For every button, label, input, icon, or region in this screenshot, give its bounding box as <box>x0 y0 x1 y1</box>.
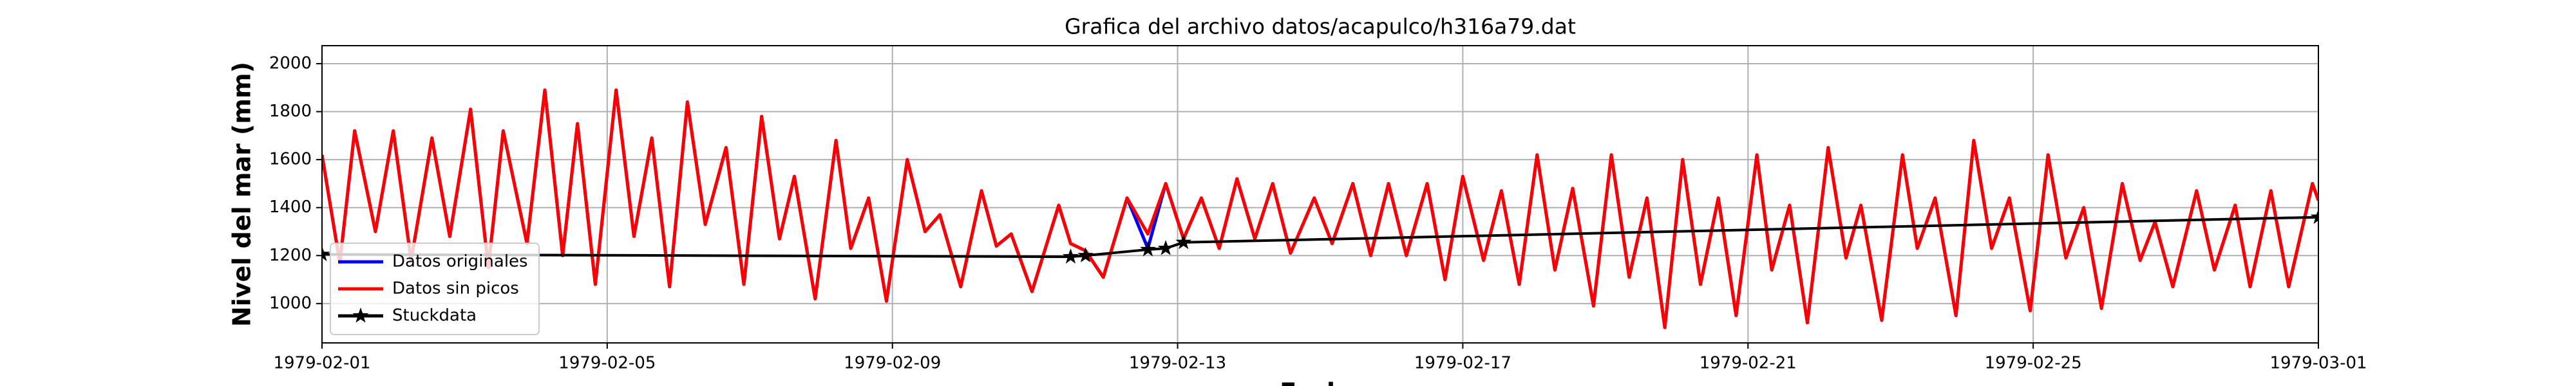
x-tick-label: 1979-02-05 <box>558 354 656 373</box>
x-tick-label: 1979-02-09 <box>844 354 941 373</box>
x-tick-label: 1979-02-13 <box>1129 354 1226 373</box>
x-tick-label: 1979-02-21 <box>1700 354 1797 373</box>
series-marker <box>322 246 330 261</box>
legend-frame <box>330 243 540 335</box>
y-axis-label: Nivel del mar (mm) <box>228 62 256 327</box>
legend-marker <box>352 308 369 323</box>
legend-label: Datos sin picos <box>392 279 519 299</box>
plot-frame <box>321 45 2319 344</box>
series-marker <box>1063 248 1079 264</box>
y-tick-label: 1600 <box>269 150 312 169</box>
x-tick-label: 1979-03-01 <box>2269 354 2367 373</box>
series-marker <box>1157 240 1174 255</box>
chart-title: Grafica del archivo datos/acapulco/h316a… <box>1065 14 1576 39</box>
y-tick-label: 2000 <box>269 53 312 73</box>
series-marker <box>1077 247 1094 262</box>
legend: Datos originales Datos sin picos Stuckdata <box>330 243 540 335</box>
x-tick-label: 1979-02-25 <box>1985 354 2082 373</box>
series-marker <box>2310 208 2318 225</box>
series-marker <box>1175 234 1192 250</box>
y-tick-label: 1000 <box>269 293 312 313</box>
x-tick-label: 1979-02-17 <box>1414 354 1511 373</box>
series-marker <box>1140 241 1156 257</box>
legend-label: Stuckdata <box>392 306 477 326</box>
y-tick-label: 1400 <box>269 198 312 217</box>
legend-label: Datos originales <box>392 252 528 271</box>
y-tick-label: 1800 <box>269 102 312 121</box>
series-line <box>322 88 2318 329</box>
y-tick-label: 1200 <box>269 246 312 265</box>
x-tick-label: 1979-02-01 <box>273 354 370 373</box>
plot-area <box>322 88 2318 329</box>
x-axis-label: Fecha <box>1280 378 1360 386</box>
